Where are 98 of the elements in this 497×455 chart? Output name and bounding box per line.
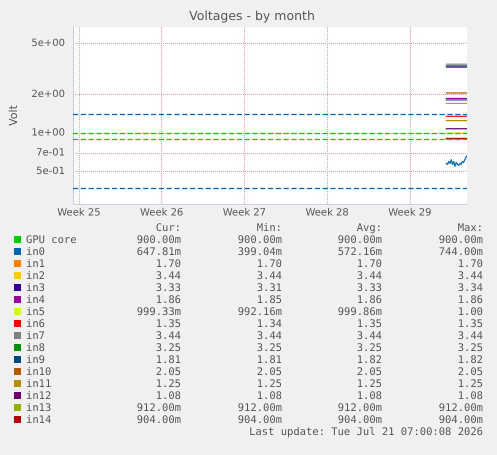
text: 900.00m — [238, 234, 282, 246]
text: 572.16m — [338, 246, 382, 258]
x-tick-label: Week 26 — [140, 208, 184, 218]
y-tick-label: 2e+00 — [31, 88, 65, 100]
legend-label: in7 — [26, 330, 45, 342]
text: 3.44 — [356, 270, 382, 282]
text: 1.08 — [356, 390, 382, 402]
legend-label: in11 — [26, 378, 52, 390]
chart-title: Voltages - by month — [189, 8, 315, 23]
y-tick-label: 5e-01 — [36, 166, 65, 178]
text: 904.00m — [136, 414, 181, 426]
text: 1.08 — [256, 390, 282, 402]
text: 1.00 — [458, 306, 483, 318]
text: 1.81 — [156, 354, 181, 366]
text: 1.86 — [156, 294, 181, 306]
y-tick-label: 1e+00 — [31, 128, 65, 139]
text: 1.34 — [256, 318, 282, 330]
text: 1.08 — [458, 390, 483, 402]
legend-label: GPU core — [26, 234, 77, 246]
text: 912.00m — [238, 402, 282, 414]
text: 1.25 — [256, 378, 282, 390]
text: 1.35 — [458, 318, 483, 330]
text: 744.00m — [438, 246, 483, 258]
text: 3.44 — [458, 330, 483, 342]
legend-label: in6 — [26, 318, 45, 330]
line-series — [446, 156, 468, 167]
text: 3.44 — [156, 270, 181, 282]
text: Max: — [458, 222, 483, 234]
text: 1.85 — [256, 294, 282, 306]
text: 1.25 — [458, 378, 483, 390]
text: 1.81 — [256, 354, 282, 366]
y-tick-label: 7e-01 — [36, 147, 65, 158]
text: 3.44 — [256, 270, 282, 282]
text: 1.25 — [356, 378, 382, 390]
text: 900.00m — [136, 234, 181, 246]
x-tick-label: Week 27 — [222, 208, 266, 218]
text: 1.86 — [356, 294, 382, 306]
text: 3.31 — [256, 282, 282, 294]
text: 904.00m — [438, 414, 483, 426]
text: 3.44 — [458, 270, 483, 282]
text: 912.00m — [136, 402, 181, 414]
text: 3.44 — [256, 330, 282, 342]
text: 1.70 — [356, 258, 382, 270]
text: 3.25 — [356, 342, 382, 354]
text: 3.44 — [356, 330, 382, 342]
text: 3.34 — [458, 282, 483, 294]
text: 3.25 — [458, 342, 483, 354]
text: 2.05 — [156, 366, 181, 378]
text: Last update: Tue Jul 21 07:00:08 2026 — [249, 426, 483, 438]
x-tick-label: Week 29 — [388, 208, 432, 218]
text: 2.05 — [256, 366, 282, 378]
text: 1.70 — [156, 258, 181, 270]
text: 3.33 — [356, 282, 382, 294]
x-tick-label: Week 28 — [305, 208, 349, 218]
text: Cur: — [156, 222, 181, 234]
text: 1.82 — [356, 354, 382, 366]
legend-label: in14 — [26, 414, 52, 426]
text: 3.25 — [256, 342, 282, 354]
text: Avg: — [356, 222, 382, 234]
legend-label: in10 — [26, 366, 52, 378]
text: 1.35 — [156, 318, 181, 330]
legend-label: in8 — [26, 342, 45, 354]
text: 3.25 — [156, 342, 181, 354]
text: Min: — [256, 222, 282, 234]
y-axis-title: Volt — [7, 104, 20, 126]
legend-label: in5 — [26, 306, 45, 318]
x-tick-label: Week 25 — [57, 208, 101, 218]
text: 2.05 — [356, 366, 382, 378]
legend-label: in1 — [26, 258, 45, 270]
text: 3.44 — [156, 330, 181, 342]
text: 3.33 — [156, 282, 181, 294]
text: 399.04m — [238, 246, 282, 258]
text: 900.00m — [338, 234, 382, 246]
text: 1.35 — [356, 318, 382, 330]
legend-label: in13 — [26, 402, 52, 414]
text: 1.70 — [458, 258, 483, 270]
legend-label: in3 — [26, 282, 45, 294]
text: 1.86 — [458, 294, 483, 306]
text: 992.16m — [238, 306, 282, 318]
text: 912.00m — [438, 402, 483, 414]
text: 912.00m — [338, 402, 382, 414]
legend-label: in9 — [26, 354, 45, 366]
text: 999.86m — [338, 306, 382, 318]
text: 647.81m — [136, 246, 181, 258]
text: 1.08 — [156, 390, 181, 402]
legend-label: in0 — [26, 246, 45, 258]
text: 2.05 — [458, 366, 483, 378]
text: 900.00m — [438, 234, 483, 246]
legend-label: in12 — [26, 390, 52, 402]
text: 999.33m — [136, 306, 181, 318]
legend-label: in2 — [26, 270, 45, 282]
y-tick-label: 5e+00 — [31, 38, 65, 49]
text: 1.70 — [256, 258, 282, 270]
text: 904.00m — [238, 414, 282, 426]
text: 1.82 — [458, 354, 483, 366]
text: 1.25 — [156, 378, 181, 390]
text: 904.00m — [338, 414, 382, 426]
legend-label: in4 — [26, 294, 45, 306]
